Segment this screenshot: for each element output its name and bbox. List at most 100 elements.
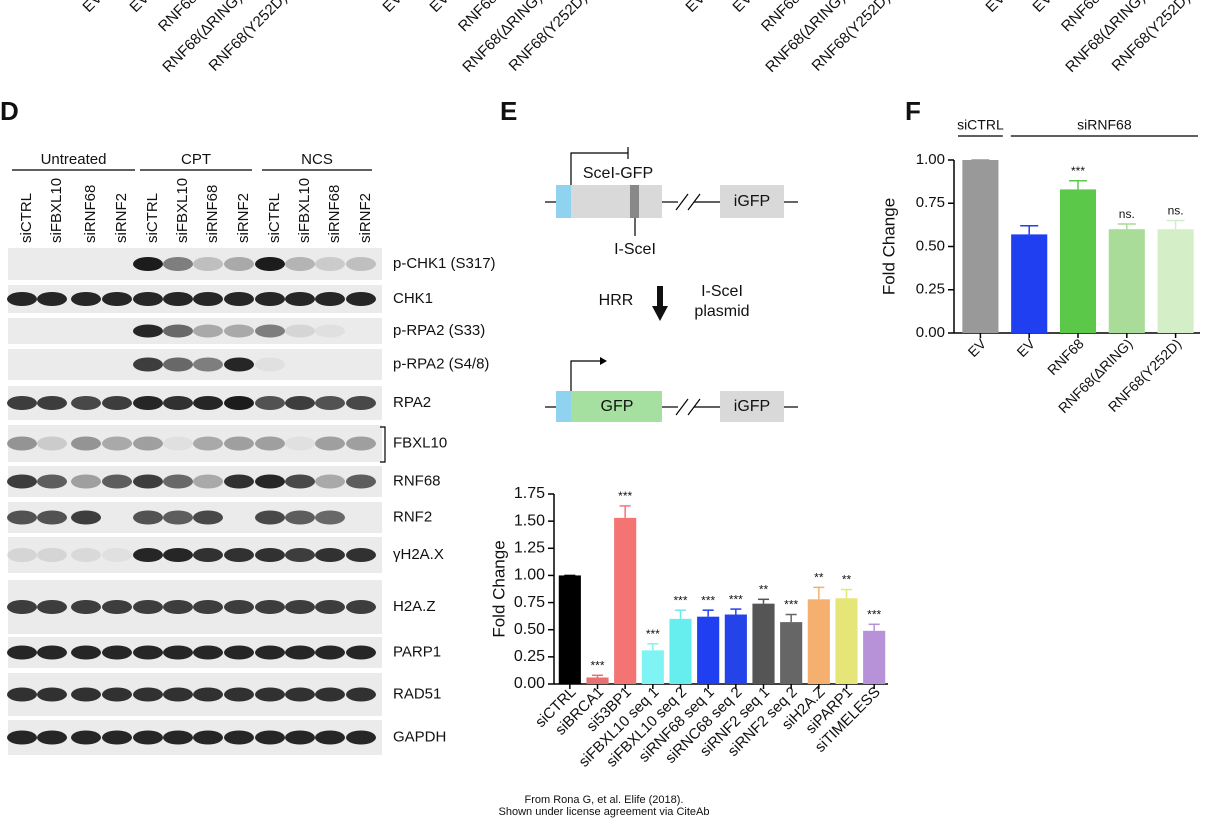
row-label: GAPDH xyxy=(393,728,446,745)
blot-band xyxy=(224,396,254,410)
y-tick-label: 0.75 xyxy=(514,594,545,611)
blot-band xyxy=(285,436,315,451)
blot-band xyxy=(315,324,345,338)
blot-band xyxy=(133,600,163,614)
blot-band xyxy=(193,357,223,372)
bar xyxy=(641,650,664,684)
promoter-box xyxy=(556,185,571,218)
plasmid-label: I-SceI xyxy=(701,283,743,300)
promoter-arrow xyxy=(570,152,628,185)
significance: *** xyxy=(590,658,604,672)
blot-band xyxy=(255,687,285,702)
blot-band xyxy=(71,510,101,525)
blot-band xyxy=(102,436,132,451)
blot-band xyxy=(7,396,37,410)
blot-band xyxy=(71,292,101,306)
group-label: Untreated xyxy=(41,151,107,168)
blot-band xyxy=(71,600,101,614)
blot-band xyxy=(255,324,285,338)
blot-band xyxy=(255,396,285,410)
row-label: CHK1 xyxy=(393,290,433,307)
blot-band xyxy=(315,436,345,451)
blot-band xyxy=(346,730,376,745)
blot-band xyxy=(133,324,163,338)
blot-band xyxy=(285,600,315,614)
promoter-arrow xyxy=(570,360,600,391)
bar xyxy=(586,677,609,684)
panel-letter: F xyxy=(905,96,921,126)
bar xyxy=(835,598,858,684)
blot-band xyxy=(7,510,37,525)
row-label: p-CHK1 (S317) xyxy=(393,255,496,272)
reporter-diagram: SceI-GFP I-SceI iGFP HRR I-SceI plasmid … xyxy=(545,147,798,422)
blot-band xyxy=(255,474,285,489)
break-mark xyxy=(675,193,689,211)
blot-band xyxy=(37,436,67,451)
blot-band xyxy=(315,510,345,525)
bar xyxy=(558,575,581,684)
blot-band xyxy=(163,474,193,489)
blot-band xyxy=(224,548,254,562)
y-tick-label: 1.50 xyxy=(514,512,545,529)
row-label: RAD51 xyxy=(393,685,441,702)
row-label: RNF68 xyxy=(393,472,441,489)
panel-letter: D xyxy=(0,96,19,126)
blot-band xyxy=(37,687,67,702)
blot-band xyxy=(193,257,223,271)
blot-band xyxy=(285,292,315,306)
lane-label: siRNF2 xyxy=(235,193,252,243)
blot-band xyxy=(37,548,67,562)
blot-band xyxy=(224,324,254,338)
blot-band xyxy=(71,436,101,451)
blot-band xyxy=(224,357,254,372)
significance: *** xyxy=(1071,164,1085,178)
blot-band xyxy=(346,474,376,489)
blot-band xyxy=(315,474,345,489)
row-label: p-RPA2 (S4/8) xyxy=(393,355,489,372)
blot-band xyxy=(224,436,254,451)
row-label: PARP1 xyxy=(393,643,441,660)
blot-band xyxy=(224,645,254,660)
blot-band xyxy=(315,257,345,271)
bar xyxy=(1059,189,1097,333)
blot-band xyxy=(285,257,315,271)
blot-band xyxy=(163,396,193,410)
blot-band xyxy=(346,292,376,306)
blot-band xyxy=(193,292,223,306)
blot-strip xyxy=(8,425,382,462)
lane-label: siFBXL10 xyxy=(48,178,65,243)
blot-band xyxy=(133,687,163,702)
blot-band xyxy=(163,436,193,451)
blot-band xyxy=(255,600,285,614)
blot-band xyxy=(37,600,67,614)
blot-band xyxy=(285,548,315,562)
blot-band xyxy=(285,687,315,702)
blot-band xyxy=(193,600,223,614)
repair-label: HRR xyxy=(599,292,634,309)
blot-band xyxy=(285,324,315,338)
plasmid-label: plasmid xyxy=(694,303,749,320)
bracket xyxy=(380,426,386,463)
blot-band xyxy=(193,436,223,451)
significance: ** xyxy=(814,571,824,585)
bar xyxy=(614,517,637,684)
blot-band xyxy=(102,292,132,306)
blot-band xyxy=(102,548,132,562)
site-label: I-SceI xyxy=(614,241,656,258)
blot-band xyxy=(163,645,193,660)
blot-band xyxy=(71,548,101,562)
blot-band xyxy=(193,396,223,410)
blot-band xyxy=(102,474,132,489)
blot-band xyxy=(224,687,254,702)
bar xyxy=(752,603,775,684)
blot-band xyxy=(255,548,285,562)
blot-band xyxy=(102,396,132,410)
bar xyxy=(780,622,803,684)
blot-band xyxy=(37,474,67,489)
y-tick-label: 0.50 xyxy=(514,621,545,638)
significance: ** xyxy=(759,582,769,596)
significance: *** xyxy=(729,592,743,606)
site-box xyxy=(630,185,639,218)
blot-band xyxy=(255,257,285,271)
